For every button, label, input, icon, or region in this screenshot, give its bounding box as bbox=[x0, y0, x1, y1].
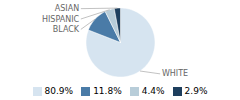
html-text:2.9%: 2.9% bbox=[184, 85, 208, 96]
svg-text:HISPANIC: HISPANIC bbox=[42, 15, 80, 24]
svg-text:ASIAN: ASIAN bbox=[55, 4, 79, 13]
svg-text:BLACK: BLACK bbox=[53, 25, 80, 34]
html-text:11.8%: 11.8% bbox=[93, 85, 122, 96]
svg-text:WHITE: WHITE bbox=[162, 69, 188, 78]
html-text:80.9%: 80.9% bbox=[44, 85, 74, 96]
html-text:4.4%: 4.4% bbox=[141, 85, 165, 96]
